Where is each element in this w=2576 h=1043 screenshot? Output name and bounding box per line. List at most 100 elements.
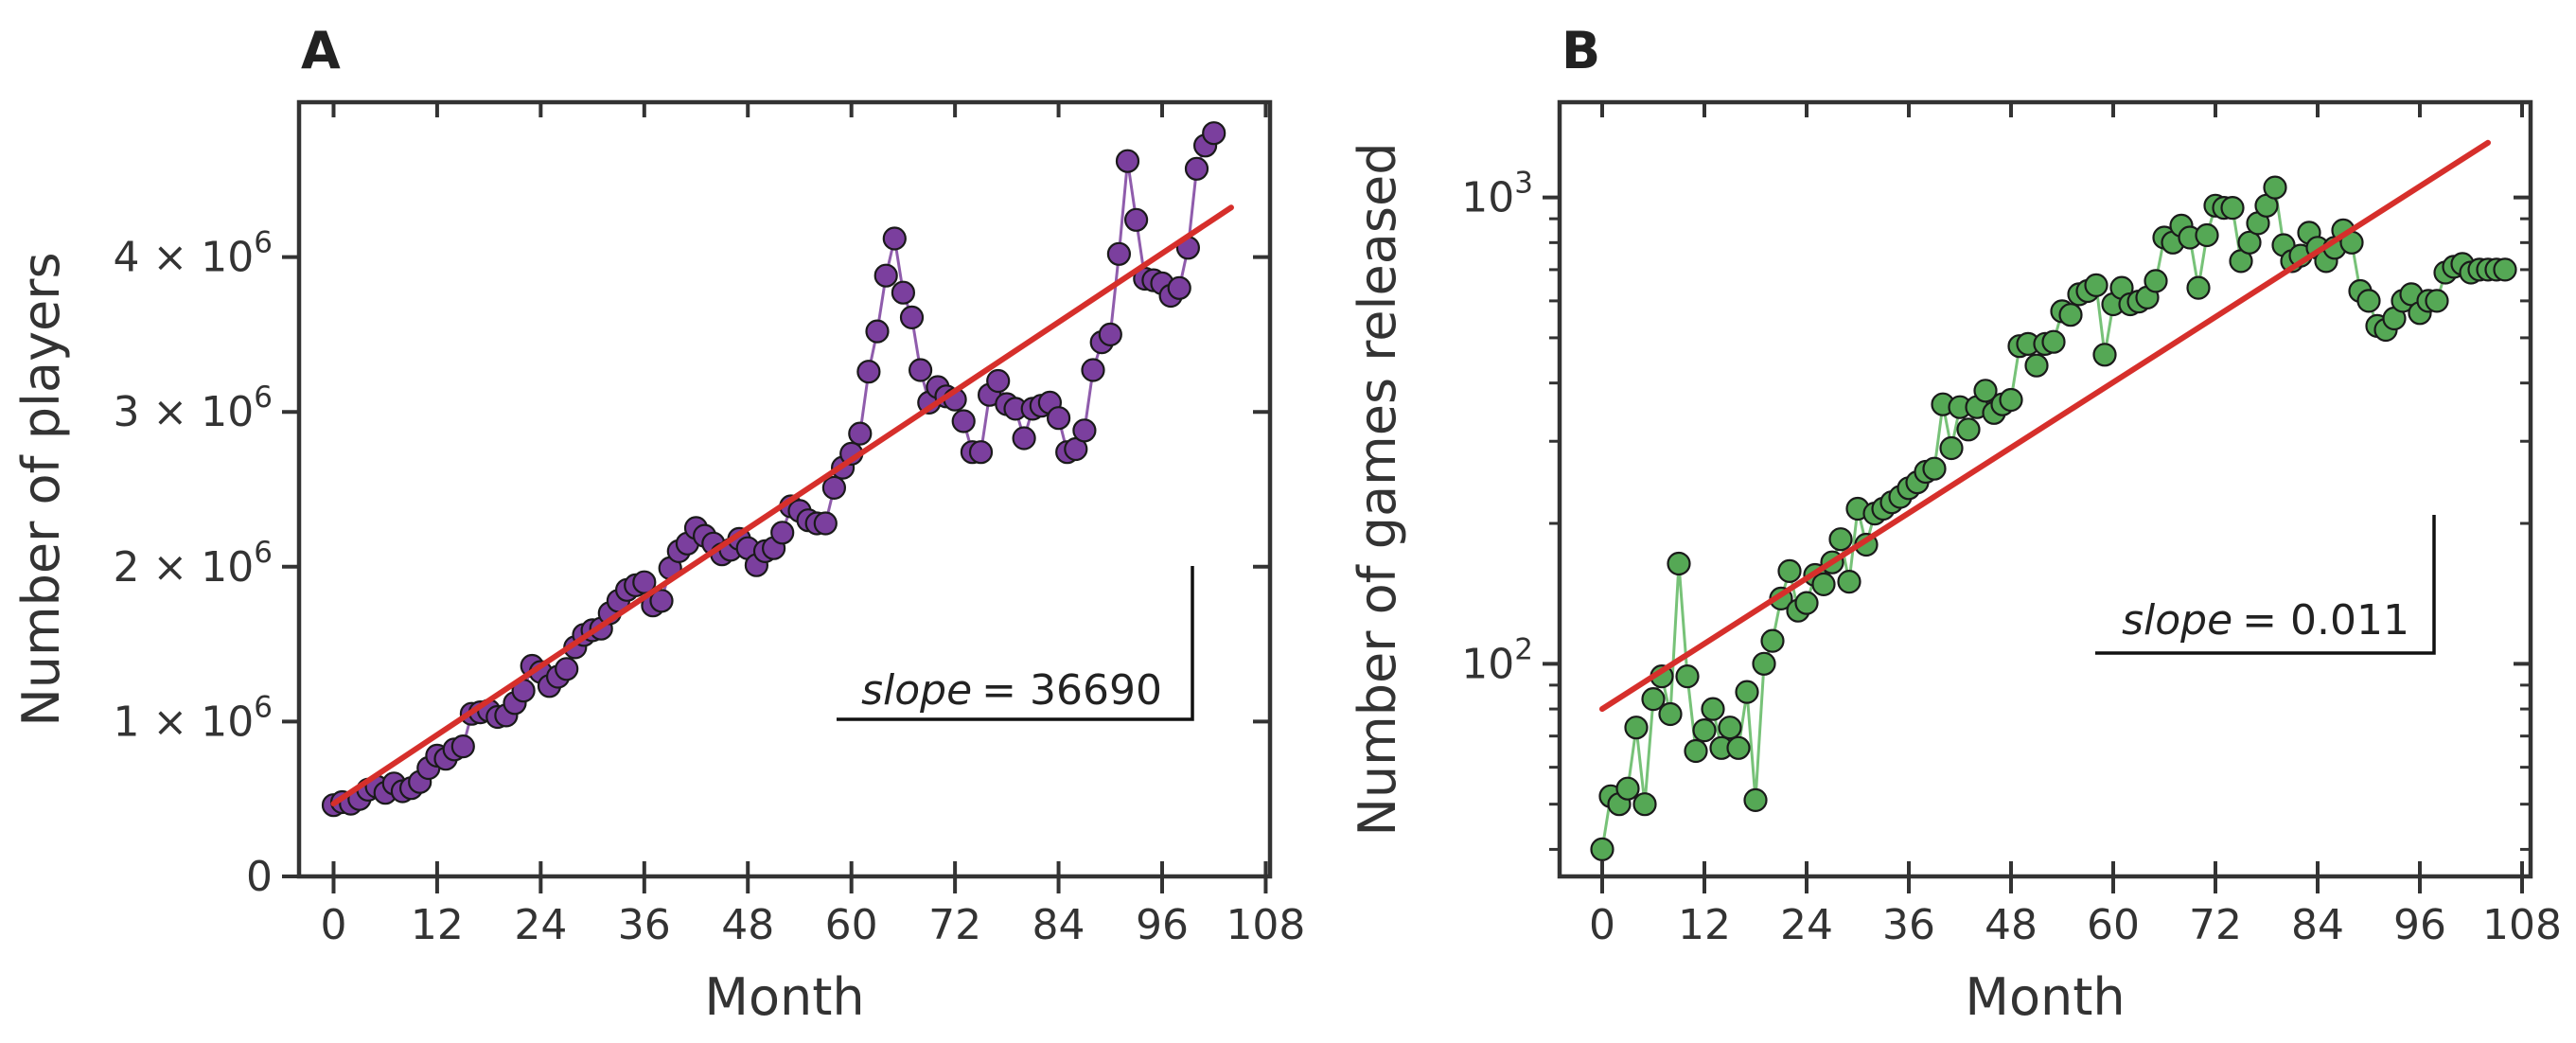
panel-b-xtick-label: 12: [1678, 901, 1731, 949]
panel-a-ytick-label: 3 × 106: [113, 380, 273, 436]
panel-b-xtick-label: 72: [2189, 901, 2242, 949]
panel-b-data-point: [2263, 175, 2287, 200]
panel-b-ytick-mantissa: 10: [1461, 640, 1514, 688]
panel-b-data-point: [2058, 303, 2083, 327]
panel-b-data-point: [1701, 697, 1725, 721]
panel-b-data-point: [1999, 387, 2023, 413]
panel-a-ytick-mantissa: 2 × 10: [113, 543, 254, 592]
panel-b-data-point: [2084, 273, 2108, 297]
panel-a-slope-value: = 36690: [981, 666, 1162, 715]
panel-a-data-point: [632, 570, 657, 594]
panel-b-data-point: [1811, 572, 1836, 597]
panel-a-xtick-label: 48: [721, 901, 774, 949]
panel-a-data-point: [891, 280, 916, 305]
panel-b-data-point: [1828, 527, 1853, 552]
panel-b-ytick-exponent: 3: [1514, 167, 1533, 201]
panel-b-slope-value: = 0.011: [2242, 596, 2409, 645]
panel-a-ytick-mantissa: 1 × 10: [113, 698, 254, 746]
panel-a-data-point: [1046, 406, 1071, 431]
panel-a-data-point: [1167, 275, 1191, 300]
panel-b-data-point: [1718, 716, 1742, 740]
panel-b-xlabel: Month: [1965, 967, 2125, 1027]
panel-a-xtick-label: 84: [1032, 901, 1085, 949]
panel-b-slope-triangle: [2095, 515, 2436, 655]
panel-a-xtick-labels: 0 12 24 36 48 60 72 84 96 108: [320, 901, 1305, 949]
panel-a-xtick-label: 24: [514, 901, 567, 949]
panel-a-data-point: [986, 368, 1011, 394]
panel-a-data-point: [908, 358, 933, 382]
panel-a-ticks: [282, 102, 1270, 893]
panel-a-data-point: [951, 409, 976, 433]
panel-b-fit: [1599, 139, 2491, 713]
panel-a-data-point: [649, 589, 674, 613]
panel-b-xtick-label: 48: [1985, 901, 2038, 949]
panel-a-xtick-label: 0: [320, 901, 346, 949]
panel-a-xtick-label: 36: [618, 901, 671, 949]
panel-b-ticks: [1543, 102, 2531, 893]
panel-b-data-point: [2186, 275, 2211, 300]
panel-a-ytick-mantissa: 3 × 10: [113, 388, 254, 436]
panel-b-ytick-label: 103: [1461, 167, 1533, 222]
panel-a-ytick-label: 1 × 106: [113, 690, 273, 746]
panel-a-data-point: [1081, 358, 1105, 382]
panel-b-xtick-label: 84: [2291, 901, 2344, 949]
panel-b-data-point: [1752, 651, 1776, 676]
panel-b-xtick-label: 96: [2393, 901, 2446, 949]
panel-a-data-point: [770, 521, 795, 545]
panel-b-data-point: [1675, 663, 1700, 689]
panel-a-fit-line: [330, 204, 1234, 807]
panel-b-data-point: [2356, 289, 2381, 313]
panel-a-data-point: [813, 511, 838, 536]
panel-a-fit: [330, 204, 1234, 807]
panel-b-data-point: [1777, 558, 1802, 584]
panel-a-data-point: [1098, 322, 1122, 346]
panel-a-data-point: [821, 475, 847, 501]
panel-a-data-point: [1202, 121, 1226, 146]
panel-a-data-point: [1012, 426, 1036, 451]
panel-b-slope-text: slope = 0.011: [2122, 596, 2409, 645]
panel-a-data-point: [450, 734, 475, 759]
panel-b-ytick-mantissa: 10: [1461, 174, 1514, 222]
panel-b-data-point: [1837, 569, 1861, 594]
panel-b-data-point: [1658, 701, 1683, 727]
panel-a-label: A: [301, 21, 341, 80]
panel-b-xtick-label: 60: [2087, 901, 2140, 949]
panel-b-data-point: [1922, 456, 1947, 481]
panel-a-xtick-label: 60: [825, 901, 878, 949]
panel-a-xtick-label: 72: [928, 901, 981, 949]
panel-b-data-point: [1794, 591, 1819, 615]
panel-b-data-point: [1760, 628, 1785, 653]
panel-b-data-point: [1641, 686, 1666, 712]
panel-a-ytick-exponent: 6: [254, 226, 273, 260]
panel-a-ytick-exponent: 6: [254, 690, 273, 724]
panel-b-xtick-label: 108: [2482, 901, 2562, 949]
panel-a-data-point: [1123, 207, 1149, 232]
panel-a-data-point: [899, 305, 925, 329]
panel-b-data-point: [1684, 738, 1708, 764]
panel-b-ylabel: Number of games released: [1348, 143, 1407, 837]
panel-b-xtick-labels: 0 12 24 36 48 60 72 84 96 108: [1589, 901, 2562, 949]
panel-b-data-point: [1735, 680, 1759, 704]
panel-a-xtick-label: 96: [1136, 901, 1189, 949]
panel-a-slope-triangle: [837, 566, 1194, 721]
panel-a-ytick-mantissa: 0: [246, 853, 273, 901]
panel-b-data-point: [1667, 551, 1691, 576]
panel-b-xtick-label: 36: [1882, 901, 1935, 949]
panel-b-data-point: [2237, 230, 2262, 255]
panel-b-data-point: [2195, 222, 2219, 248]
panel-a-ytick-exponent: 6: [254, 536, 273, 570]
panel-a-ytick-label: 0: [246, 853, 273, 901]
panel-b-slope-prefix: slope: [2122, 596, 2232, 645]
panel-a-data-point: [1106, 241, 1132, 266]
panel-b-data-point: [1692, 717, 1717, 743]
panel-a-slope-text: slope = 36690: [861, 666, 1162, 715]
panel-a-data-point: [856, 360, 881, 384]
panel-b-data-point: [1973, 379, 1998, 403]
panel-b-data-point: [2425, 289, 2449, 313]
panel-a-xlabel: Month: [704, 967, 864, 1027]
panel-a-data-point: [1115, 149, 1140, 173]
panel-a-xtick-label: 108: [1226, 901, 1305, 949]
